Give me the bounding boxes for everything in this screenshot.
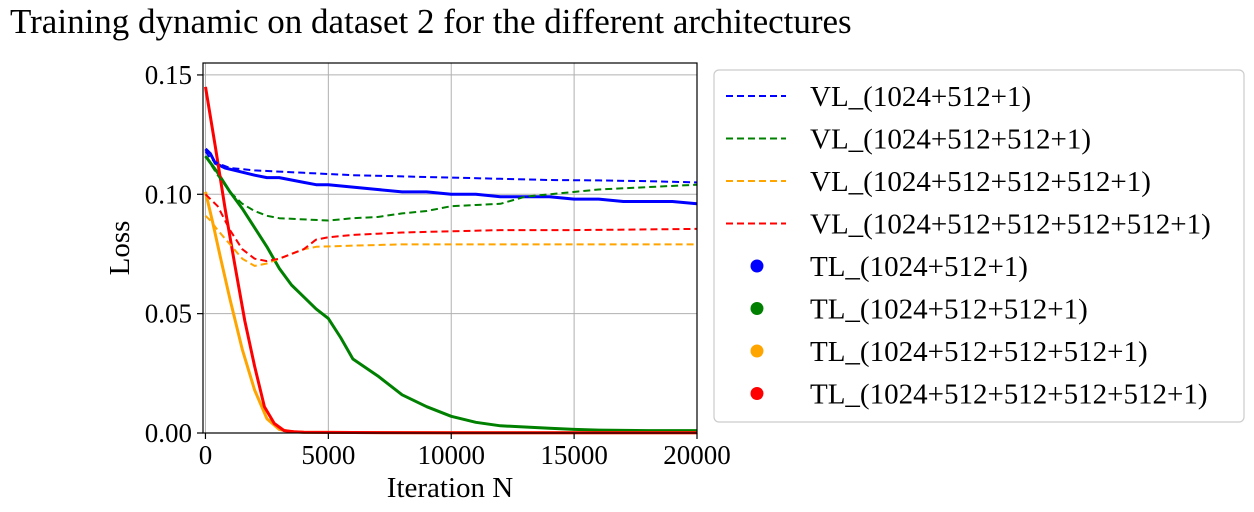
legend-dot-marker bbox=[750, 344, 764, 358]
legend-label: VL_(1024+512+512+512+1) bbox=[810, 166, 1151, 198]
x-tick-label: 10000 bbox=[417, 440, 485, 470]
grid bbox=[203, 63, 698, 434]
x-tick-label: 15000 bbox=[540, 440, 608, 470]
legend-label: VL_(1024+512+1) bbox=[810, 81, 1031, 113]
legend-label: VL_(1024+512+512+512+512+1) bbox=[810, 209, 1211, 241]
axis-ticks: 0 5000 10000 15000 20000 0.00 0.05 0.10 0.15 bbox=[145, 60, 731, 470]
legend-label: TL_(1024+512+1) bbox=[810, 251, 1028, 283]
legend-label: TL_(1024+512+512+512+1) bbox=[810, 336, 1148, 368]
series-line bbox=[204, 147, 698, 206]
series-line bbox=[204, 155, 697, 433]
y-tick-label: 0.10 bbox=[145, 179, 192, 209]
legend-label: VL_(1024+512+512+1) bbox=[810, 124, 1091, 156]
y-axis-label: Loss bbox=[104, 221, 136, 276]
legend: VL_(1024+512+1) VL_(1024+512+512+1) VL_(10… bbox=[713, 69, 1245, 423]
legend-box bbox=[713, 69, 1245, 423]
series-line bbox=[204, 150, 698, 184]
series-line bbox=[204, 193, 698, 263]
chart-title: Training dynamic on dataset 2 for the di… bbox=[10, 2, 852, 41]
x-tick-label: 5000 bbox=[301, 440, 355, 470]
legend-label: TL_(1024+512+512+1) bbox=[810, 294, 1088, 326]
legend-label: TL_(1024+512+512+512+512+1) bbox=[810, 379, 1208, 411]
plot-frame bbox=[202, 62, 698, 434]
legend-dot-marker bbox=[750, 387, 764, 400]
y-tick-label: 0.05 bbox=[145, 299, 192, 329]
x-tick-label: 20000 bbox=[663, 440, 731, 470]
legend-dot-marker bbox=[750, 302, 764, 315]
x-tick-label: 0 bbox=[199, 440, 213, 470]
x-axis-label: Iteration N bbox=[387, 472, 513, 504]
series-line bbox=[204, 155, 698, 222]
legend-dot-marker bbox=[750, 259, 764, 273]
y-tick-label: 0.00 bbox=[145, 418, 192, 448]
y-tick-label: 0.15 bbox=[145, 60, 192, 90]
